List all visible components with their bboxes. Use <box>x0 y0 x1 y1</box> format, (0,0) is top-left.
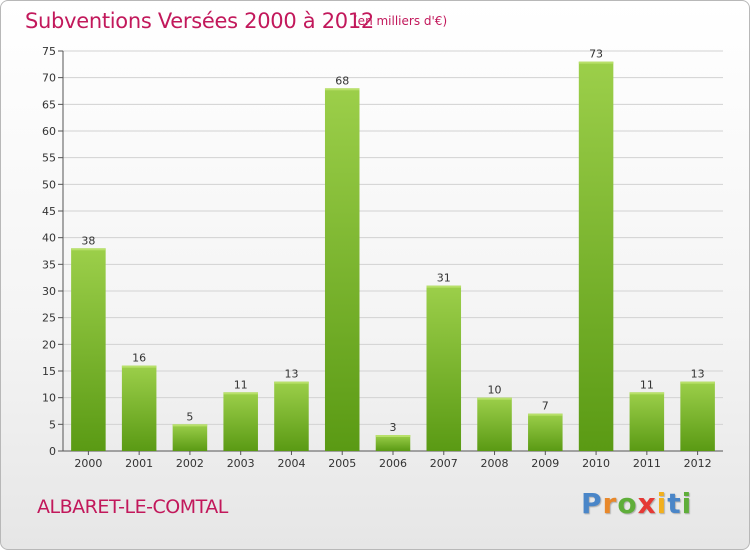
x-tick-label: 2005 <box>328 457 356 470</box>
y-tick-label: 35 <box>42 258 56 271</box>
data-label: 10 <box>488 384 502 397</box>
bar-top-highlight <box>528 413 563 416</box>
bar <box>223 392 258 451</box>
y-tick-label: 45 <box>42 205 56 218</box>
proxiti-logo[interactable]: Proxiti <box>581 487 692 520</box>
y-tick-label: 60 <box>42 125 56 138</box>
y-tick-label: 25 <box>42 312 56 325</box>
x-tick-label: 2004 <box>277 457 305 470</box>
logo-letter: x <box>637 487 657 520</box>
y-tick-label: 30 <box>42 285 56 298</box>
y-tick-label: 65 <box>42 98 56 111</box>
logo-letter: P <box>581 487 603 520</box>
y-tick-label: 50 <box>42 178 56 191</box>
x-tick-label: 2006 <box>379 457 407 470</box>
x-tick-label: 2011 <box>633 457 661 470</box>
logo-letter: t <box>667 487 682 520</box>
bar <box>375 435 411 451</box>
data-label: 7 <box>542 400 549 413</box>
bar-top-highlight <box>324 88 360 91</box>
bar-top-highlight <box>578 61 614 64</box>
logo-letter: o <box>617 487 638 520</box>
bar-top-highlight <box>223 392 258 395</box>
bar-top-highlight <box>680 381 715 384</box>
bar <box>274 381 309 451</box>
bar <box>71 248 106 451</box>
bar-top-highlight <box>172 424 208 427</box>
bar <box>121 365 157 451</box>
x-tick-label: 2001 <box>125 457 153 470</box>
y-tick-label: 55 <box>42 152 56 165</box>
data-labels: 38 16 5 11 13 68 3 31 10 7 73 11 13 <box>81 48 704 434</box>
bar <box>528 413 563 451</box>
bar-top-highlight <box>121 365 157 368</box>
data-label: 13 <box>691 368 705 381</box>
y-tick-label: 5 <box>49 418 56 431</box>
x-tick-label: 2012 <box>684 457 712 470</box>
bar <box>629 392 665 451</box>
x-tick-label: 2007 <box>430 457 458 470</box>
bar <box>172 424 208 451</box>
bar-top-highlight <box>375 435 411 437</box>
data-label: 11 <box>640 378 654 391</box>
data-label: 11 <box>234 378 248 391</box>
x-tick-label: 2009 <box>531 457 559 470</box>
logo-letter: r <box>602 487 618 520</box>
bar <box>426 285 462 451</box>
data-label: 38 <box>81 234 95 247</box>
x-tick-label: 2008 <box>481 457 509 470</box>
data-label: 5 <box>186 410 193 423</box>
chart-subtitle: (en milliers d'€) <box>353 14 448 28</box>
x-tick-label: 2010 <box>582 457 610 470</box>
bar <box>324 88 360 451</box>
y-tick-label: 40 <box>42 232 56 245</box>
data-label: 13 <box>284 368 298 381</box>
logo-letter: i <box>681 487 693 520</box>
data-label: 68 <box>335 74 349 87</box>
y-tick-label: 10 <box>42 392 56 405</box>
bar <box>680 381 715 451</box>
x-tick-label: 2002 <box>176 457 204 470</box>
bar-top-highlight <box>629 392 665 395</box>
x-tick-label: 2003 <box>227 457 255 470</box>
logo-letter: i <box>656 487 668 520</box>
bar-top-highlight <box>477 397 512 400</box>
bar-top-highlight <box>71 248 106 251</box>
x-tick-label: 2000 <box>74 457 102 470</box>
bar <box>578 61 614 452</box>
bar-top-highlight <box>426 285 462 288</box>
data-label: 3 <box>390 421 397 434</box>
place-name: ALBARET-LE-COMTAL <box>37 496 228 518</box>
y-tick-label: 70 <box>42 72 56 85</box>
y-tick-label: 75 <box>42 45 56 58</box>
y-tick-label: 15 <box>42 365 56 378</box>
bar <box>477 397 512 451</box>
y-tick-label: 0 <box>49 445 56 458</box>
y-tick-label: 20 <box>42 338 56 351</box>
data-label: 73 <box>589 48 603 61</box>
bars <box>71 61 715 452</box>
data-label: 31 <box>437 272 451 285</box>
data-label: 16 <box>132 352 146 365</box>
chart-title: Subventions Versées 2000 à 2012 <box>25 9 374 33</box>
grid <box>63 50 723 452</box>
bar-top-highlight <box>274 381 309 384</box>
